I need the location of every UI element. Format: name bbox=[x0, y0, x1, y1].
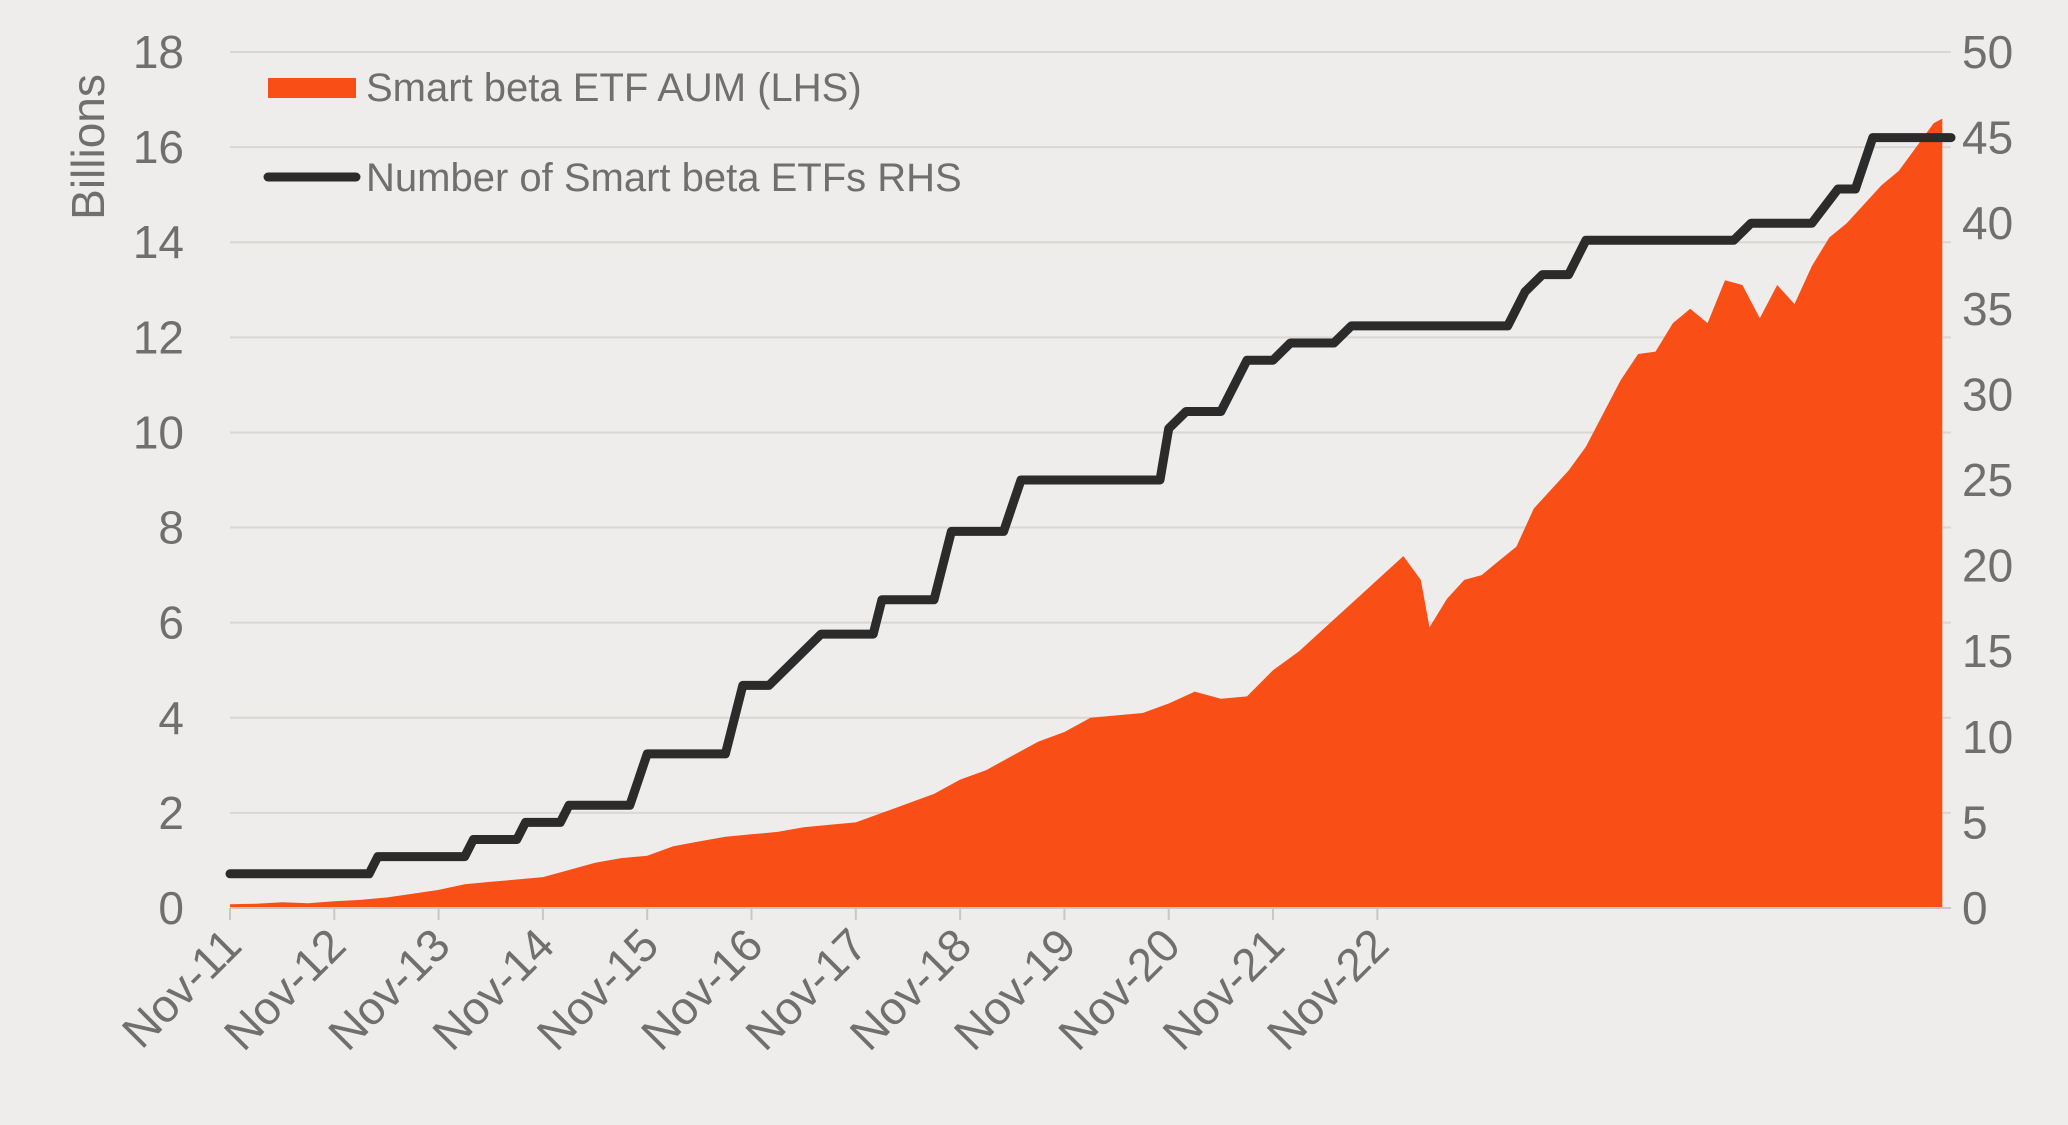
right-y-tick-label: 35 bbox=[1962, 283, 2013, 335]
left-y-tick-label: 6 bbox=[158, 597, 184, 649]
right-y-tick-label: 25 bbox=[1962, 454, 2013, 506]
x-axis-ticks: Nov-11Nov-12Nov-13Nov-14Nov-15Nov-16Nov-… bbox=[112, 908, 1398, 1060]
right-y-tick-label: 20 bbox=[1962, 540, 2013, 592]
legend-item-aum[interactable]: Smart beta ETF AUM (LHS) bbox=[268, 66, 862, 110]
right-y-tick-label: 5 bbox=[1962, 796, 1988, 848]
right-y-tick-label: 0 bbox=[1962, 882, 1988, 934]
left-y-tick-label: 0 bbox=[158, 882, 184, 934]
legend-label-aum: Smart beta ETF AUM (LHS) bbox=[366, 66, 862, 110]
left-y-tick-label: 2 bbox=[158, 787, 184, 839]
left-y-tick-label: 14 bbox=[133, 216, 184, 268]
right-y-tick-label: 50 bbox=[1962, 26, 2013, 78]
left-y-tick-label: 8 bbox=[158, 502, 184, 554]
legend: Smart beta ETF AUM (LHS) Number of Smart… bbox=[263, 66, 962, 200]
right-y-tick-label: 10 bbox=[1962, 711, 2013, 763]
count-line bbox=[225, 133, 1956, 879]
left-y-tick-label: 12 bbox=[133, 311, 184, 363]
right-y-tick-label: 40 bbox=[1962, 197, 2013, 249]
gridlines bbox=[230, 51, 1951, 814]
legend-label-count: Number of Smart beta ETFs RHS bbox=[366, 156, 962, 200]
left-y-axis-title: Billions bbox=[62, 74, 114, 220]
left-y-tick-label: 16 bbox=[133, 121, 184, 173]
left-y-tick-label: 18 bbox=[133, 26, 184, 78]
legend-swatch-aum bbox=[268, 78, 356, 98]
aum-area bbox=[230, 118, 1943, 909]
right-y-tick-label: 45 bbox=[1962, 112, 2013, 164]
right-y-tick-label: 15 bbox=[1962, 625, 2013, 677]
left-y-axis-ticks: 0 2 4 6 8 10 12 14 16 18 bbox=[133, 26, 184, 934]
legend-item-count[interactable]: Number of Smart beta ETFs RHS bbox=[263, 156, 962, 200]
aum-area-series bbox=[230, 118, 1943, 909]
right-y-tick-label: 30 bbox=[1962, 368, 2013, 420]
left-y-tick-label: 10 bbox=[133, 406, 184, 458]
left-y-tick-label: 4 bbox=[158, 692, 184, 744]
right-y-axis-ticks: 0 5 10 15 20 25 30 35 40 45 50 bbox=[1962, 26, 2013, 934]
count-line-series bbox=[225, 133, 1956, 879]
